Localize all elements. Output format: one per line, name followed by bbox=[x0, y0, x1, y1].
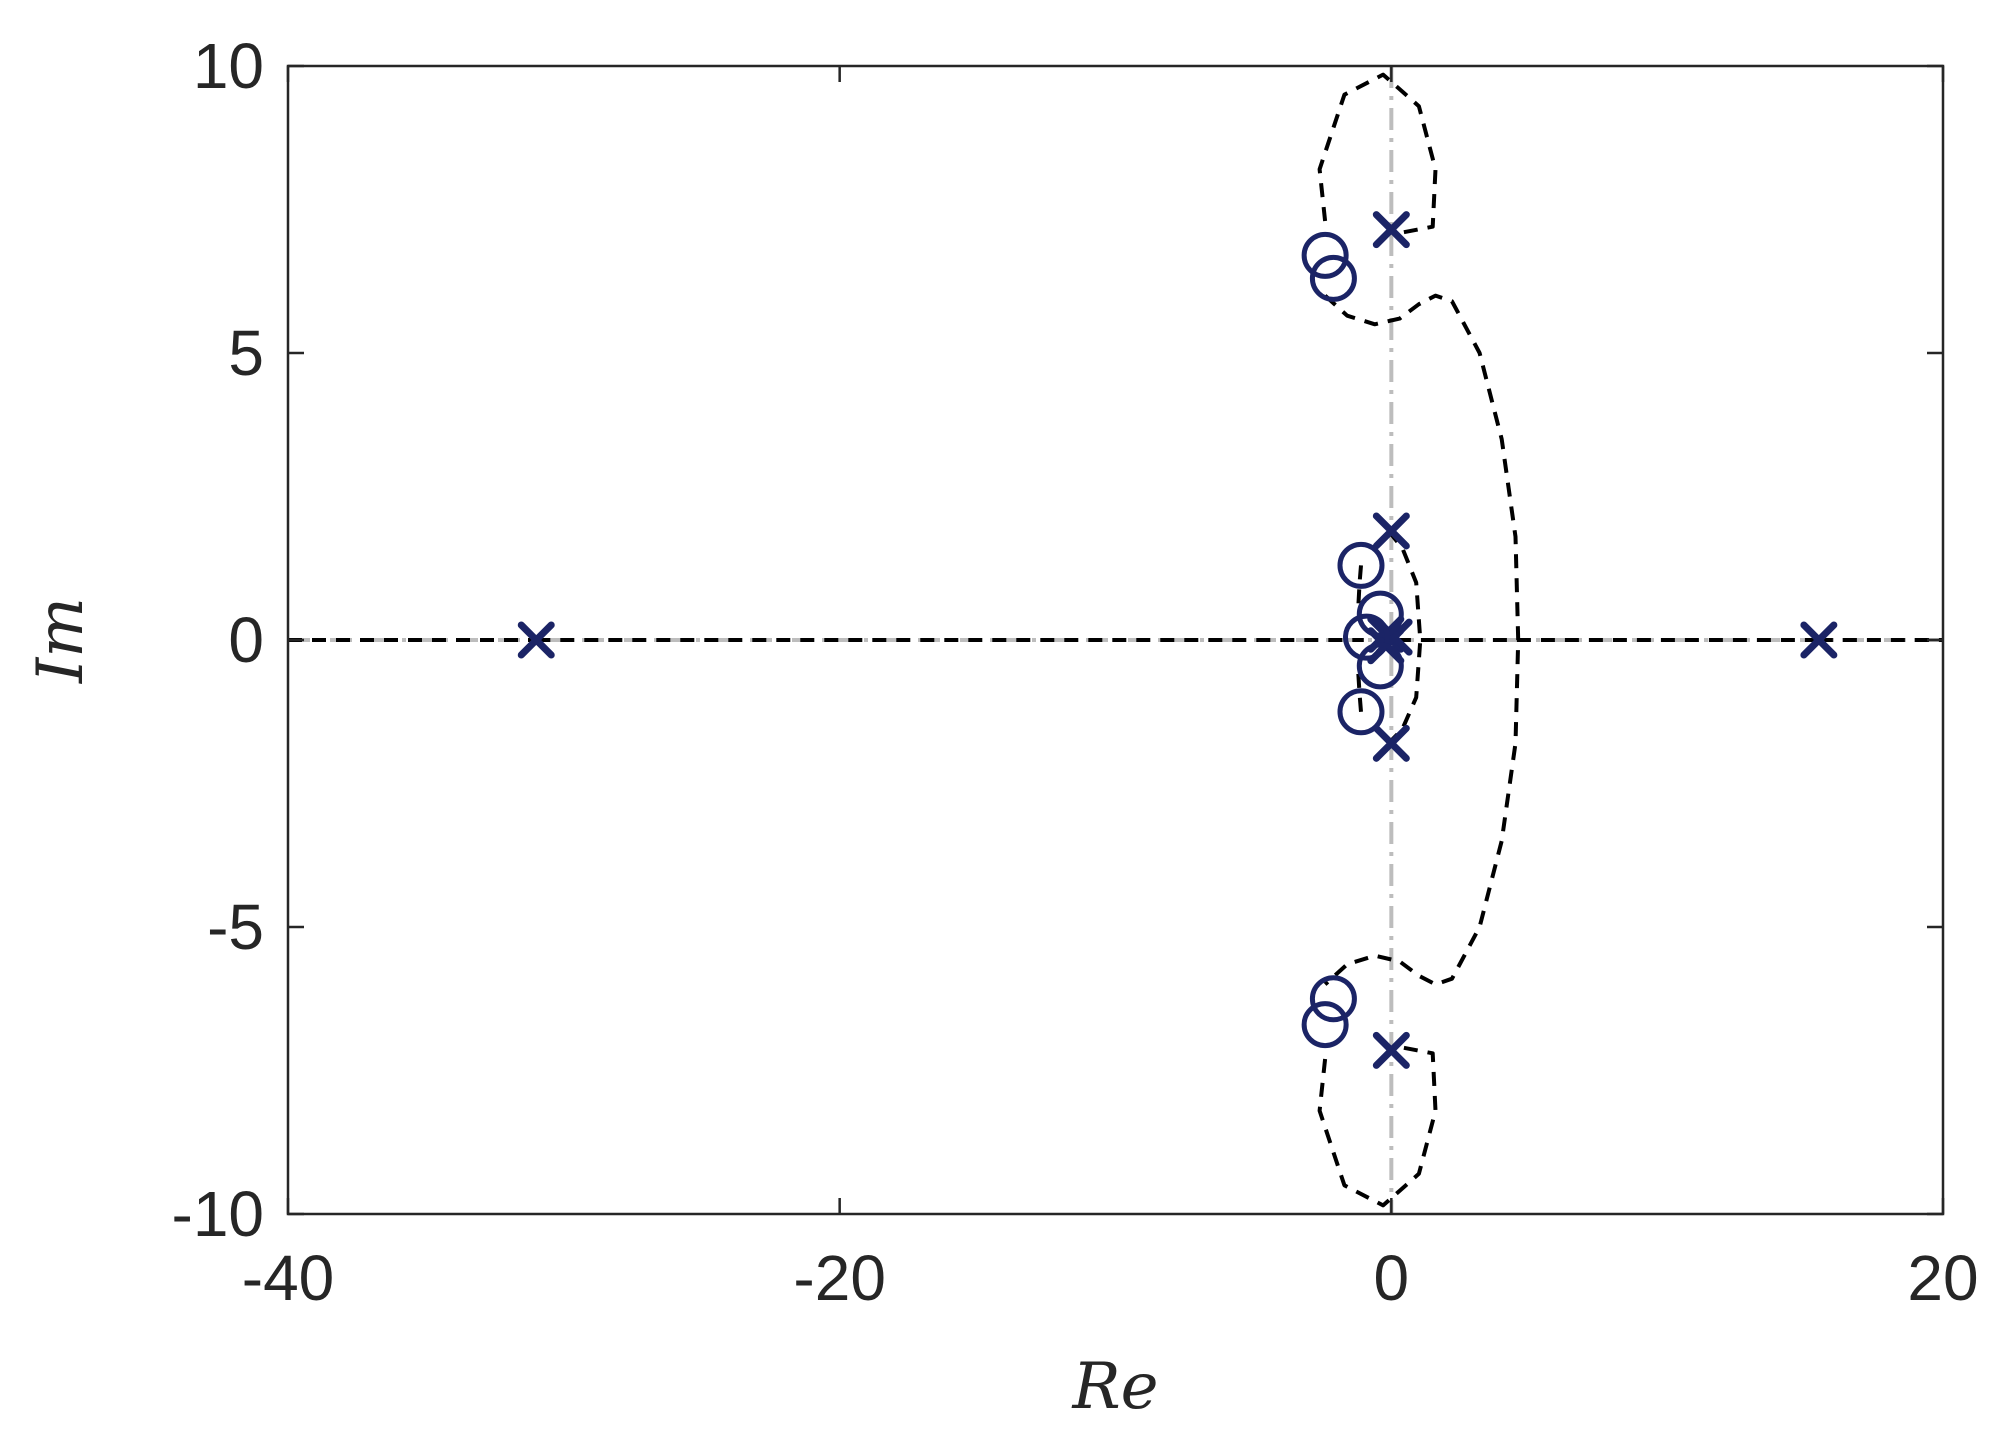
locus-curve-4 bbox=[1356, 565, 1363, 609]
x-tick-label: 0 bbox=[1374, 1242, 1410, 1314]
reference-lines bbox=[288, 66, 1943, 1214]
zero-marker bbox=[1301, 1001, 1349, 1049]
locus-curve-2 bbox=[1317, 1045, 1438, 1208]
locus-curves bbox=[288, 72, 1943, 1208]
zero-marker bbox=[1301, 231, 1349, 279]
zero-marker bbox=[1309, 975, 1357, 1023]
zero-marker bbox=[1356, 590, 1404, 638]
zero-marker bbox=[1337, 541, 1385, 589]
pole-marker bbox=[1800, 621, 1838, 659]
y-tick-label: 5 bbox=[228, 317, 264, 389]
locus-curve-5 bbox=[1356, 671, 1363, 712]
pole-marker bbox=[1372, 724, 1410, 762]
y-tick-label: 10 bbox=[193, 30, 264, 102]
pole-marker bbox=[517, 621, 555, 659]
tick-labels: -40 -20 0 20 -10 -5 0 5 10 bbox=[172, 30, 1979, 1314]
x-tick-label: 20 bbox=[1907, 1242, 1978, 1314]
y-tick-label: -10 bbox=[172, 1178, 265, 1250]
pole-marker bbox=[1372, 512, 1410, 550]
y-tick-label: -5 bbox=[207, 891, 264, 963]
y-tick-label: 0 bbox=[228, 604, 264, 676]
markers bbox=[517, 211, 1838, 1069]
pole-marker bbox=[1372, 1031, 1410, 1069]
x-tick-label: -40 bbox=[242, 1242, 335, 1314]
locus-curve-0 bbox=[1317, 72, 1438, 235]
zero-marker bbox=[1309, 254, 1357, 302]
zero-marker bbox=[1356, 642, 1404, 690]
x-tick-label: -20 bbox=[793, 1242, 886, 1314]
pole-marker bbox=[1372, 211, 1410, 249]
zero-marker bbox=[1337, 688, 1385, 736]
x-axis-label: Re bbox=[1071, 1350, 1158, 1424]
y-axis-label: Im bbox=[24, 597, 98, 684]
zero-marker bbox=[1343, 613, 1391, 661]
tick-marks bbox=[286, 64, 1945, 1216]
